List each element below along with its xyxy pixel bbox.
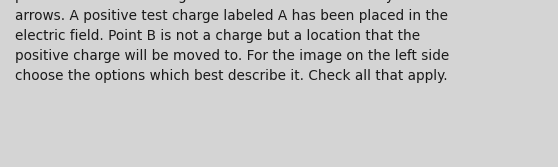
Text: The image is a diagram of an electric field moving out of the
positive and into : The image is a diagram of an electric fi… (15, 0, 449, 83)
